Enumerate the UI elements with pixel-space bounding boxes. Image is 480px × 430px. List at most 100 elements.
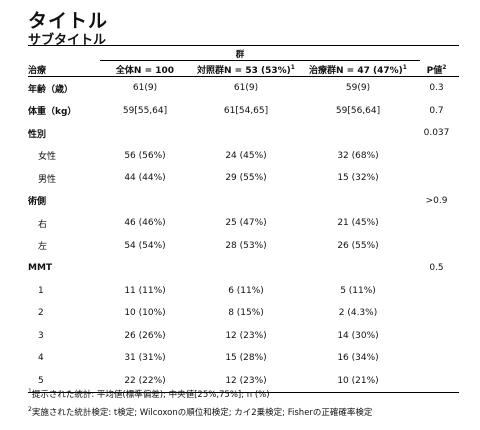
cell-treated [302, 122, 414, 145]
cell-total: 46 (46%) [124, 218, 166, 229]
col-header-control-label: 対照群N = 53 (53%) [197, 65, 291, 76]
col-header-treated-label: 治療群N = 47 (47%) [309, 65, 403, 76]
table-row: 女性 56 (56%) 24 (45%) 32 (68%) [28, 145, 459, 168]
row-label: 男性 [38, 174, 57, 185]
cell-pvalue [414, 280, 459, 303]
cell-treated [302, 257, 414, 280]
table-row: 性別 0.037 [28, 122, 459, 145]
cell-control: 24 (45%) [225, 150, 267, 161]
cell-pvalue: 0.3 [429, 83, 444, 94]
col-header-pvalue: P値2 [414, 62, 459, 77]
top-rule [28, 45, 459, 46]
cell-treated: 21 (45%) [337, 218, 379, 229]
row-label: MMT [28, 263, 53, 274]
table-row: 3 26 (26%) 12 (23%) 14 (30%) [28, 325, 459, 348]
group-rule [100, 60, 420, 61]
cell-pvalue: 0.5 [429, 263, 444, 274]
table-row: 2 10 (10%) 8 (15%) 2 (4.3%) [28, 302, 459, 325]
row-label: 年齢（歳） [28, 84, 74, 95]
cell-treated: 26 (55%) [337, 240, 379, 251]
group-header: 群 [235, 50, 245, 60]
cell-treated: 15 (32%) [337, 173, 379, 184]
cell-total: 11 (11%) [124, 285, 166, 296]
row-label: 右 [38, 219, 48, 230]
cell-total: 44 (44%) [124, 173, 166, 184]
row-label: 女性 [38, 152, 57, 163]
table-row: 右 46 (46%) 25 (47%) 21 (45%) [28, 212, 459, 235]
cell-control [190, 190, 302, 213]
footnote-1-mark: 1 [28, 388, 32, 396]
footnote-1: 1提示された統計: 平均値(標準偏差); 中央値[25%,75%]; n (%) [28, 388, 270, 400]
col-header-pvalue-label: P値 [426, 65, 443, 76]
cell-treated: 5 (11%) [340, 285, 376, 296]
table-row: 術側 >0.9 [28, 190, 459, 213]
col-header-pvalue-sup: 2 [442, 63, 447, 71]
cell-treated: 14 (30%) [337, 330, 379, 341]
footnote-2-text: 実施された統計検定: t検定; Wilcoxonの順位和検定; カイ2乗検定; … [31, 408, 373, 418]
cell-control: 61(9) [233, 83, 259, 94]
cell-treated [302, 190, 414, 213]
cell-total: 31 (31%) [124, 353, 166, 364]
cell-pvalue [414, 235, 459, 258]
cell-treated: 16 (34%) [337, 353, 379, 364]
table-row: 体重（kg） 59[55,64] 61[54,65] 59[56,64] 0.7 [28, 100, 459, 123]
cell-pvalue [414, 325, 459, 348]
row-label: 5 [28, 369, 100, 393]
table-row: 男性 44 (44%) 29 (55%) 15 (32%) [28, 167, 459, 190]
cell-pvalue: 0.037 [423, 128, 450, 139]
cell-control: 25 (47%) [225, 218, 267, 229]
col-header-control: 対照群N = 53 (53%)1 [190, 62, 302, 77]
cell-total: 59[55,64] [122, 105, 168, 116]
cell-treated: 59(9) [345, 83, 371, 94]
row-label: 体重（kg） [28, 107, 77, 118]
cell-control: 61[54,65] [223, 105, 269, 116]
table-subtitle: サブタイトル [28, 29, 106, 48]
cell-control: 6 (11%) [228, 285, 264, 296]
table-body: 年齢（歳） 61(9) 61(9) 59(9) 0.3 体重（kg） 59[55,64] 61… [28, 77, 459, 393]
cell-control: 12 (23%) [190, 369, 302, 393]
cell-pvalue [414, 347, 459, 370]
table-row: 5 22 (22%) 12 (23%) 10 (21%) [28, 369, 459, 393]
cell-total: 54 (54%) [124, 240, 166, 251]
cell-pvalue [414, 145, 459, 168]
table-title: タイトル [28, 10, 109, 32]
cell-total [100, 122, 190, 145]
cell-total: 56 (56%) [124, 150, 166, 161]
row-label: 1 [38, 285, 44, 296]
cell-total [100, 190, 190, 213]
column-header-row: 治療 全体N = 100 対照群N = 53 (53%)1 治療群N = 47 … [28, 62, 459, 77]
col-header-treatment: 治療 [28, 62, 100, 77]
footnote-1-text: 提示された統計: 平均値(標準偏差); 中央値[25%,75%]; n (%) [31, 390, 270, 400]
footnote-2-mark: 2 [28, 406, 32, 414]
table-row: 左 54 (54%) 28 (53%) 26 (55%) [28, 235, 459, 258]
row-label: 術側 [28, 197, 47, 208]
row-label: 左 [38, 242, 48, 253]
row-label: 3 [38, 330, 44, 341]
cell-pvalue [414, 167, 459, 190]
cell-treated: 32 (68%) [337, 150, 379, 161]
table-row: 年齢（歳） 61(9) 61(9) 59(9) 0.3 [28, 77, 459, 100]
row-label: 2 [38, 308, 44, 319]
cell-treated: 59[56,64] [335, 105, 381, 116]
cell-control: 28 (53%) [225, 240, 267, 251]
cell-pvalue [414, 369, 459, 393]
cell-control: 29 (55%) [225, 173, 267, 184]
subtitle-text: サブタイトル [28, 33, 107, 48]
col-header-treated: 治療群N = 47 (47%)1 [302, 62, 414, 77]
summary-table: 治療 全体N = 100 対照群N = 53 (53%)1 治療群N = 47 … [28, 62, 459, 393]
cell-control: 15 (28%) [225, 353, 267, 364]
table-row: 1 11 (11%) 6 (11%) 5 (11%) [28, 280, 459, 303]
cell-control [190, 257, 302, 280]
cell-pvalue: >0.9 [425, 195, 448, 206]
cell-treated: 2 (4.3%) [338, 308, 378, 319]
cell-control: 8 (15%) [228, 308, 264, 319]
cell-total: 10 (10%) [124, 308, 166, 319]
cell-pvalue [414, 212, 459, 235]
col-header-treated-sup: 1 [402, 63, 407, 71]
row-label: 性別 [28, 129, 47, 140]
cell-treated: 10 (21%) [302, 369, 414, 393]
cell-total: 26 (26%) [124, 330, 166, 341]
cell-total [100, 257, 190, 280]
cell-control [190, 122, 302, 145]
cell-total: 22 (22%) [100, 369, 190, 393]
